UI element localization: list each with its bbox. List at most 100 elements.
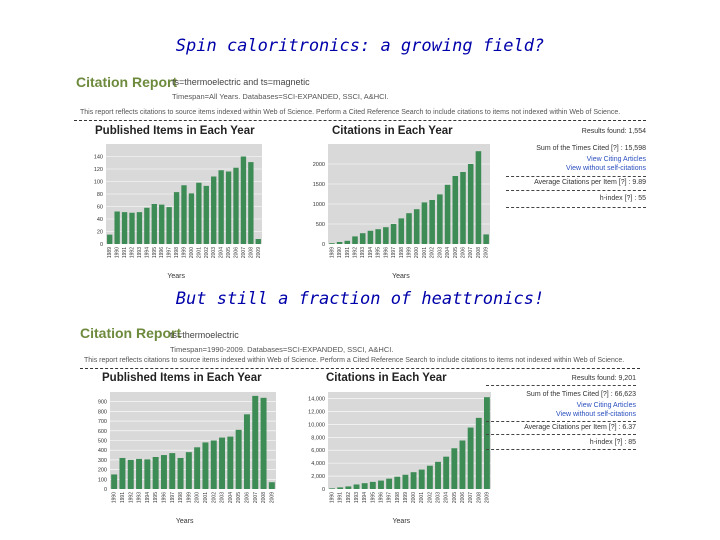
x-tick-label: 1992 [128,492,134,503]
sum-times-cited[interactable]: Sum of the Times Cited [?] : 15,598 [536,145,646,152]
y-tick-label: 2,000 [311,474,325,480]
x-tick-label: 2000 [414,247,420,258]
x-tick-label: 1989 [329,247,335,258]
bar [353,484,360,489]
y-tick-label: 200 [98,468,107,474]
bar [369,481,376,489]
x-tick-label: 1991 [345,247,351,258]
bar [136,458,143,489]
bar [475,151,482,244]
report-divider [74,120,646,121]
bar [210,440,217,489]
bar [367,230,374,244]
bar [398,218,405,244]
stats-divider [506,190,646,191]
y-tick-label: 700 [98,419,107,425]
x-tick-label: 2000 [195,492,201,503]
report-title: Citation Report [80,325,182,341]
x-tick-label: 2001 [196,247,202,258]
x-tick-label: 2000 [189,247,195,258]
report-query: ts=thermoelectric and ts=magnetic [172,77,310,87]
x-tick-label: 1999 [186,492,192,503]
bar [421,202,428,244]
bar [460,172,466,244]
y-tick-label: 0 [104,487,107,493]
bar [225,171,232,244]
y-tick-label: 900 [98,400,107,406]
bar [151,204,157,244]
bar [166,207,172,244]
x-tick-label: 2007 [253,492,259,503]
report-stats: Results found: 1,554 Sum of the Times Ci… [506,128,646,210]
x-axis-label: Years [176,518,194,525]
stats-divider [486,385,636,386]
x-tick-label: 2001 [422,247,428,258]
bar [121,212,128,244]
view-citing-articles-link[interactable]: View Citing Articles [576,402,636,409]
x-tick-label: 1993 [360,247,366,258]
bar [127,459,134,489]
x-tick-label: 1992 [130,247,136,258]
y-tick-label: 100 [94,180,103,186]
published-items-chart: 0 100 200 300 400 500 600 700 800 900 1990 1991 1992… [98,392,276,525]
report-note: This report reflects citations to source… [80,109,621,116]
bar [451,448,458,489]
x-tick-label: 1996 [383,247,389,258]
y-tick-label: 120 [94,167,103,173]
x-tick-label: 1995 [153,492,159,503]
bar [114,211,120,244]
x-tick-label: 2006 [460,492,466,503]
view-citing-articles-link[interactable]: View Citing Articles [586,156,646,163]
y-tick-label: 600 [98,429,107,435]
x-tick-label: 1995 [370,492,376,503]
y-tick-label: 1500 [313,182,325,188]
bar [240,156,247,244]
bar [194,447,201,489]
bar [359,233,366,244]
y-tick-label: 140 [94,155,103,161]
bar [413,209,420,244]
x-tick-label: 2009 [484,247,490,258]
bar [444,184,451,244]
report-query: ts=thermoelectric [170,330,239,340]
x-tick-label: 1994 [362,492,368,503]
results-found: Results found: 9,201 [571,375,636,382]
y-tick-label: 80 [97,192,103,198]
view-without-self-citations-link[interactable]: View without self-citations [565,165,646,172]
report-meta: Timespan=All Years. Databases=SCI-EXPAND… [172,92,389,101]
y-tick-label: 800 [98,409,107,415]
bar [196,182,202,244]
bar [329,243,335,244]
sum-times-cited[interactable]: Sum of the Times Cited [?] : 66,623 [526,391,636,398]
bar [202,442,209,489]
y-tick-label: 60 [97,205,103,211]
y-tick-label: 400 [98,448,107,454]
bar [483,234,489,244]
bar [159,204,165,244]
h-index[interactable]: h-index [?] : 85 [589,439,636,446]
x-tick-label: 2007 [468,492,474,503]
bar [475,417,482,489]
bar [203,185,209,244]
bar [181,185,187,244]
x-tick-label: 2009 [269,492,275,503]
chart-title-citations: Citations in Each Year [326,372,447,384]
bar [160,455,167,489]
y-tick-label: 40 [97,217,103,223]
average-citations[interactable]: Average Citations per Item [?] : 9.89 [534,179,646,186]
x-tick-label: 2004 [445,247,451,258]
view-without-self-citations-link[interactable]: View without self-citations [555,411,636,418]
x-tick-label: 2002 [430,247,436,258]
h-index[interactable]: h-index [?] : 55 [599,195,646,202]
average-citations[interactable]: Average Citations per Item [?] : 6.37 [524,424,636,431]
x-tick-label: 2006 [234,247,240,258]
bar [211,176,217,244]
bar [406,213,412,244]
x-tick-label: 1998 [174,247,180,258]
x-tick-label: 2008 [261,492,267,503]
x-tick-label: 2001 [419,492,425,503]
bar [361,483,368,489]
bar [111,474,118,489]
stats-divider [486,449,636,450]
